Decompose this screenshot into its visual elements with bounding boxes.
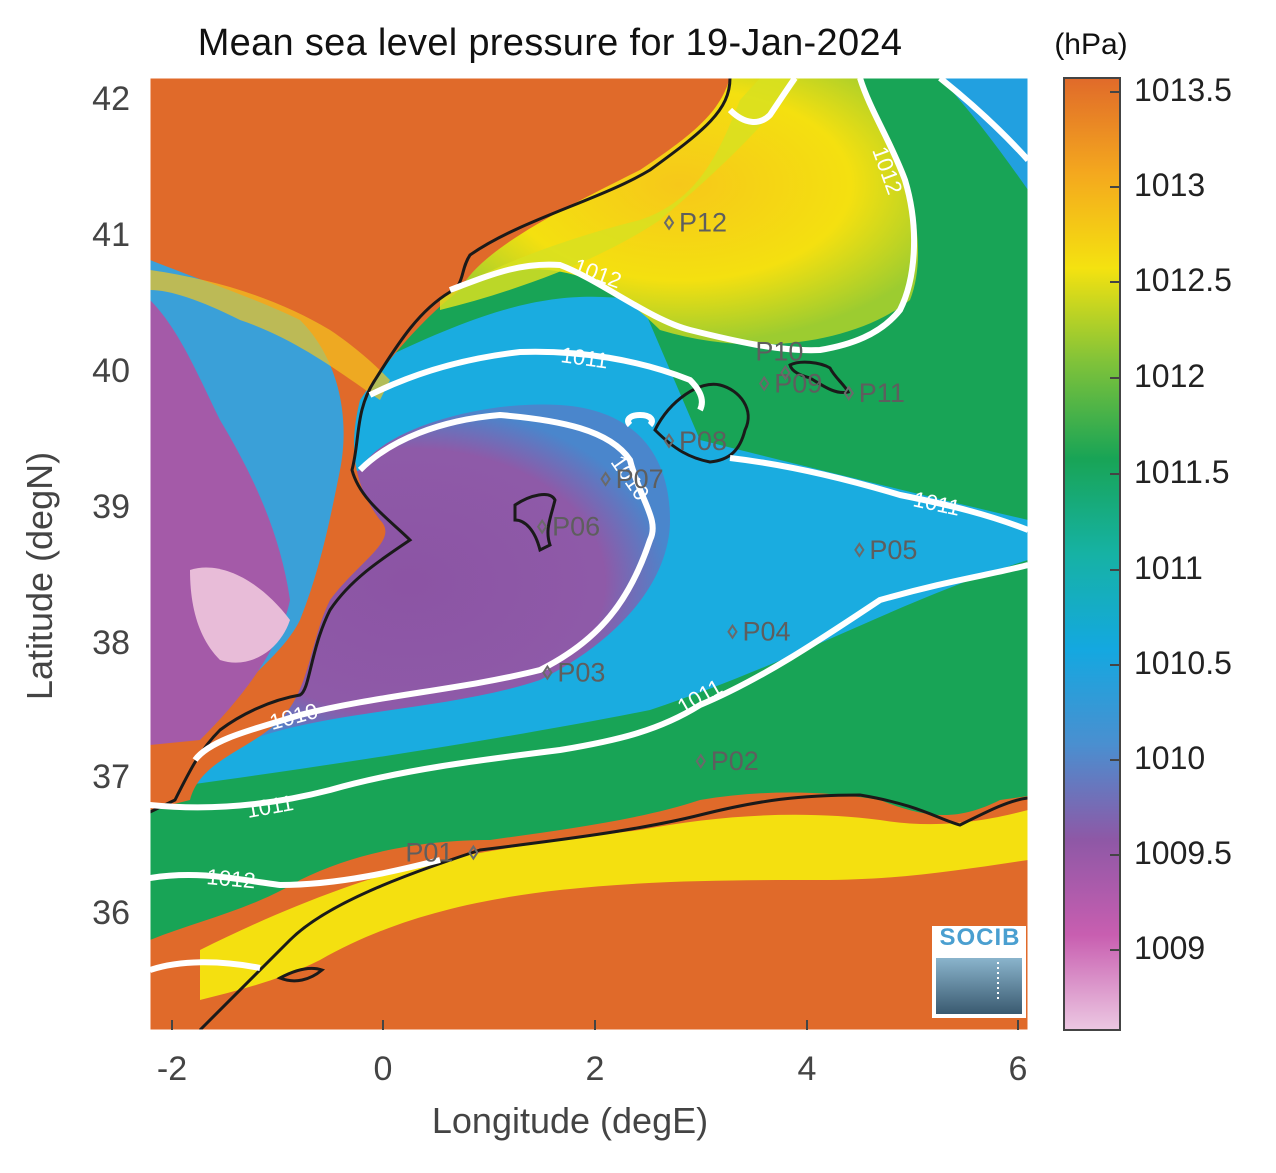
y-tick-label: 41: [92, 216, 130, 254]
colorbar: [1063, 77, 1121, 1031]
map-title: Mean sea level pressure for 19-Jan-2024: [197, 22, 903, 64]
station-label: P10: [755, 337, 803, 367]
station-marker: [542, 664, 553, 681]
station-label: P06: [552, 512, 600, 542]
map-frame: [149, 77, 1029, 1031]
colorbar-tick-label: 1013: [1134, 167, 1206, 203]
y-tick-label: 42: [92, 80, 130, 118]
station-label: P03: [557, 658, 605, 688]
colorbar-tick-label: 1013.5: [1134, 72, 1232, 108]
x-tick-label: 4: [797, 1050, 817, 1088]
y-tick-label: 39: [92, 488, 130, 526]
colorbar-tick-label: 1009.5: [1134, 835, 1232, 871]
colorbar-tick-label: 1009: [1134, 930, 1206, 966]
station-label: P05: [869, 535, 917, 565]
station-marker: [758, 375, 770, 392]
x-tick-label: -2: [156, 1050, 188, 1088]
x-axis-label: Longitude (degE): [431, 1100, 709, 1141]
x-tick-label: 2: [585, 1050, 605, 1088]
station-marker: [727, 623, 738, 640]
station-label: P02: [711, 746, 759, 776]
x-tick-label: 6: [1008, 1050, 1028, 1088]
station-label: P04: [742, 617, 790, 647]
colorbar-tick-label: 1011: [1134, 550, 1203, 586]
station-marker: [536, 518, 548, 535]
station-marker: [663, 214, 675, 231]
station-label: P01: [405, 838, 453, 868]
x-tick-label: 0: [373, 1050, 393, 1088]
colorbar-tick-label: 1010.5: [1134, 645, 1232, 681]
station-marker: [780, 364, 791, 381]
station-label: P07: [616, 464, 664, 494]
isobars: [150, 78, 1028, 973]
station-marker: [663, 433, 675, 449]
y-tick-label: 36: [92, 894, 130, 932]
station-label: P11: [859, 378, 905, 408]
socib-logo-text: SOCIB: [939, 924, 1021, 951]
socib-logo: [932, 926, 1026, 1018]
contour-label: 1012: [206, 864, 257, 893]
colorbar-tick-label: 1011.5: [1134, 454, 1230, 490]
coastline: [150, 78, 1028, 1030]
y-axis-label: Latitude (degN): [19, 451, 60, 701]
y-tick-label: 38: [92, 624, 130, 662]
station-marker: [695, 753, 706, 770]
station-marker: [854, 542, 865, 558]
colorbar-tick-label: 1012: [1134, 358, 1206, 394]
station-label: P12: [679, 208, 727, 238]
y-tick-label: 40: [92, 352, 130, 390]
colorbar-unit: (hPa): [1054, 28, 1128, 61]
colorbar-tick-label: 1010: [1134, 740, 1206, 776]
y-tick-label: 37: [92, 758, 130, 796]
axis-ticks: [171, 1020, 1019, 1030]
station-label: P08: [679, 426, 727, 456]
station-marker: [843, 385, 855, 401]
colorbar-tick-label: 1012.5: [1134, 262, 1232, 298]
station-marker: [600, 471, 611, 487]
station-marker: [468, 844, 479, 861]
